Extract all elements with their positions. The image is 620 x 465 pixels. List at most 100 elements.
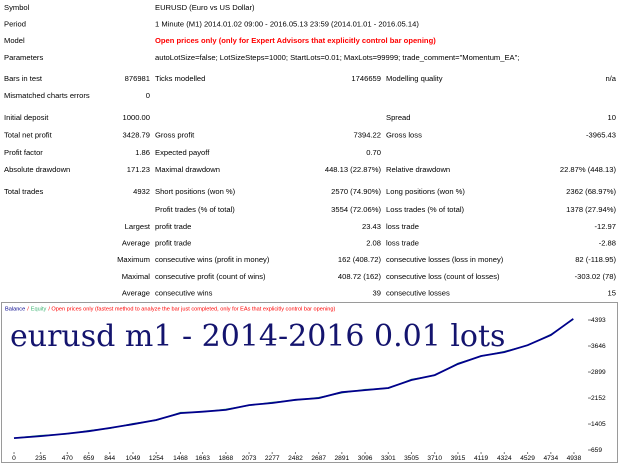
stat-value: 3554 (72.06%) xyxy=(331,205,381,214)
stat-label: Modelling quality xyxy=(386,74,443,83)
legend-entry: / xyxy=(27,307,29,313)
stat-value: 10 xyxy=(608,113,616,122)
stat-value: -303.02 (78) xyxy=(575,272,617,281)
stat-value: 15 xyxy=(608,289,616,298)
stat-label: Initial deposit xyxy=(4,113,49,122)
x-tick-label: 4119 xyxy=(474,455,489,462)
stat-value: -12.97 xyxy=(594,222,616,231)
stat-value: 162 (408.72) xyxy=(338,255,382,264)
field-label: Parameters xyxy=(4,53,43,62)
stat-value: 1746659 xyxy=(351,74,381,83)
stat-value: 3428.79 xyxy=(123,131,150,140)
x-tick-label: 844 xyxy=(104,455,115,462)
field-value: Open prices only (only for Expert Adviso… xyxy=(155,36,436,45)
stat-label: loss trade xyxy=(386,239,419,248)
x-tick-label: 1254 xyxy=(149,455,164,462)
x-tick-label: 4938 xyxy=(567,455,582,462)
stat-label: Maximum xyxy=(117,255,150,264)
stat-label: Average xyxy=(122,289,150,298)
field-value: autoLotSize=false; LotSizeSteps=1000; St… xyxy=(155,53,519,62)
y-tick-label: 4393 xyxy=(591,317,606,324)
stat-label: Gross loss xyxy=(386,131,422,140)
stat-value: 2570 (74.90%) xyxy=(331,187,381,196)
field-label: Model xyxy=(4,36,25,45)
x-tick-label: 4324 xyxy=(497,455,512,462)
legend-entry: Equity xyxy=(31,307,47,313)
stat-label: Largest xyxy=(125,222,151,231)
x-tick-label: 3301 xyxy=(381,455,396,462)
field-value: EURUSD (Euro vs US Dollar) xyxy=(155,3,255,12)
stat-label: Relative drawdown xyxy=(386,165,450,174)
y-tick-label: 2152 xyxy=(591,395,606,402)
stat-value: 7394.22 xyxy=(354,131,381,140)
x-tick-label: 3096 xyxy=(358,455,373,462)
stat-label: consecutive wins (profit in money) xyxy=(155,255,270,264)
x-tick-label: 2687 xyxy=(311,455,326,462)
stat-value: 1.86 xyxy=(135,148,150,157)
stat-value: 448.13 (22.87%) xyxy=(325,165,382,174)
stat-value: 82 (-118.95) xyxy=(575,255,616,264)
stat-label: Short positions (won %) xyxy=(155,187,236,196)
stat-value: -2.88 xyxy=(599,239,616,248)
legend: Balance / Equity / Open prices only (fastes… xyxy=(5,307,335,313)
stat-value: 39 xyxy=(373,289,381,298)
stat-value: 408.72 (162) xyxy=(338,272,382,281)
stat-value: 4932 xyxy=(133,187,150,196)
stat-label: profit trade xyxy=(155,222,191,231)
stat-label: consecutive profit (count of wins) xyxy=(155,272,266,281)
chart-annotation: eurusd m1 - 2014-2016 0.01 lots xyxy=(10,319,505,354)
x-tick-label: 3710 xyxy=(427,455,442,462)
stat-value: 0 xyxy=(146,91,150,100)
stat-label: Bars in test xyxy=(4,74,43,83)
chart-frame xyxy=(1,302,618,463)
stat-label: profit trade xyxy=(155,239,191,248)
field-label: Period xyxy=(4,20,26,29)
stat-value: 876981 xyxy=(125,74,150,83)
stat-label: Maximal drawdown xyxy=(155,165,220,174)
field-value: 1 Minute (M1) 2014.01.02 09:00 - 2016.05… xyxy=(155,20,419,29)
stat-label: consecutive wins xyxy=(155,289,213,298)
x-tick-label: 3915 xyxy=(451,455,466,462)
stat-label: loss trade xyxy=(386,222,419,231)
x-tick-label: 235 xyxy=(35,455,46,462)
y-tick-label: 3646 xyxy=(591,343,606,350)
x-tick-label: 4734 xyxy=(543,455,558,462)
stat-value: 0.70 xyxy=(366,148,381,157)
legend-entry: Balance xyxy=(5,307,25,313)
stat-label: Absolute drawdown xyxy=(4,165,70,174)
x-tick-label: 470 xyxy=(62,455,73,462)
stat-label: Total trades xyxy=(4,187,43,196)
stat-label: Spread xyxy=(386,113,411,122)
x-tick-label: 2891 xyxy=(334,455,349,462)
stat-value: 2.08 xyxy=(366,239,381,248)
x-tick-label: 2073 xyxy=(242,455,257,462)
stat-value: 171.23 xyxy=(127,165,150,174)
stat-value: 22.87% (448.13) xyxy=(560,165,617,174)
field-label: Symbol xyxy=(4,3,30,12)
stat-value: -3965.43 xyxy=(586,131,616,140)
stat-value: 23.43 xyxy=(362,222,381,231)
y-tick-label: 1405 xyxy=(591,421,606,428)
stat-label: Mismatched charts errors xyxy=(4,91,90,100)
stat-label: Long positions (won %) xyxy=(386,187,465,196)
x-tick-label: 2277 xyxy=(265,455,280,462)
stat-label: Profit trades (% of total) xyxy=(155,205,235,214)
stat-value: 2362 (68.97%) xyxy=(566,187,616,196)
stat-label: Maximal xyxy=(122,272,151,281)
x-tick-label: 3505 xyxy=(404,455,419,462)
series-line xyxy=(13,318,574,439)
stat-label: Loss trades (% of total) xyxy=(386,205,465,214)
y-tick-label: 2899 xyxy=(591,369,606,376)
x-tick-label: 0 xyxy=(12,455,16,462)
stat-label: consecutive losses (loss in money) xyxy=(386,255,504,264)
x-tick-label: 2482 xyxy=(288,455,303,462)
stat-value: 1000.00 xyxy=(123,113,150,122)
stat-label: Gross profit xyxy=(155,131,195,140)
stat-value: n/a xyxy=(605,74,616,83)
stat-label: Ticks modelled xyxy=(155,74,205,83)
stat-label: Expected payoff xyxy=(155,148,210,157)
x-tick-label: 659 xyxy=(83,455,94,462)
y-tick-label: 659 xyxy=(591,447,602,454)
